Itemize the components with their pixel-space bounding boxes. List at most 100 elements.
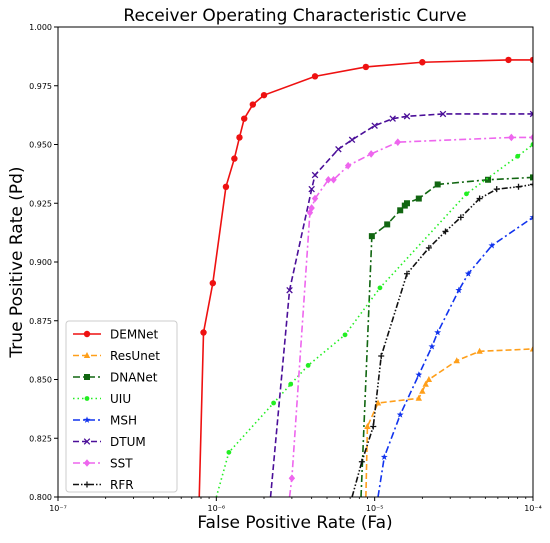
data-point-resunet — [476, 347, 483, 354]
data-point-msh — [428, 343, 436, 350]
data-point-msh — [529, 213, 533, 221]
data-point-demnet — [260, 91, 268, 99]
series-line-dnanet — [360, 176, 533, 497]
data-point-demnet — [419, 59, 426, 66]
data-point-rfr — [442, 228, 449, 235]
data-point-sst — [288, 474, 296, 482]
data-point-sst — [367, 150, 375, 158]
x-tick-label: 10⁻⁴ — [524, 504, 542, 513]
y-axis-title: True Positive Rate (Pd) — [7, 166, 27, 358]
series-layer — [198, 56, 533, 497]
data-point-dtum — [371, 122, 378, 129]
legend-item-resunet: ResUnet — [73, 349, 160, 363]
data-point-rfr — [403, 270, 410, 277]
data-point-uiu — [226, 449, 232, 455]
legend-marker-demnet — [83, 330, 91, 338]
data-point-resunet — [415, 394, 423, 401]
legend-item-sst: SST — [73, 457, 133, 471]
data-point-rfr — [493, 186, 500, 193]
data-point-demnet — [311, 73, 319, 80]
data-point-dnanet — [434, 181, 441, 188]
legend-marker-dnanet — [84, 374, 90, 380]
x-tick-label: 10⁻⁵ — [366, 504, 384, 513]
y-tick-label: 0.950 — [29, 141, 52, 150]
data-point-dnanet — [384, 221, 391, 228]
data-point-rfr — [370, 423, 377, 430]
legend-marker-resunet — [83, 352, 91, 358]
legend-label-uiu: UIU — [110, 392, 131, 406]
legend-label-resunet: ResUnet — [110, 349, 160, 363]
data-point-dtum — [308, 185, 315, 193]
legend-label-dtum: DTUM — [110, 435, 146, 449]
data-point-rfr — [457, 214, 464, 221]
data-point-demnet — [505, 56, 512, 64]
data-point-sst — [311, 194, 319, 203]
data-point-uiu — [530, 142, 533, 147]
data-point-sst — [330, 175, 337, 184]
y-tick-label: 0.850 — [29, 376, 52, 385]
data-point-msh — [434, 328, 442, 336]
legend-marker-msh — [83, 416, 91, 423]
data-point-dtum — [403, 113, 411, 120]
series-resunet — [364, 345, 533, 497]
data-point-rfr — [530, 181, 533, 188]
data-point-resunet — [529, 345, 533, 352]
data-point-dtum — [286, 286, 293, 294]
data-point-sst — [508, 133, 515, 142]
legend-label-msh: MSH — [110, 414, 137, 428]
series-dtum — [269, 110, 533, 497]
data-point-msh — [488, 241, 496, 249]
data-point-dtum — [348, 136, 356, 144]
data-point-demnet — [249, 101, 257, 108]
legend-label-demnet: DEMNet — [110, 328, 159, 342]
data-point-dtum — [389, 115, 396, 122]
data-point-resunet — [425, 376, 433, 382]
data-point-dnanet — [403, 200, 410, 207]
legend-item-dnanet: DNANet — [73, 371, 158, 385]
data-point-sst — [308, 204, 315, 212]
data-point-dnanet — [415, 195, 422, 202]
data-point-resunet — [374, 399, 382, 406]
data-point-sst — [394, 138, 402, 146]
data-point-demnet — [209, 279, 217, 287]
ticks-layer: 10⁻⁷ 10⁻⁶ 10⁻⁵ 10⁻⁴ 0.800 0.825 0.850 0.875 0.90… — [29, 23, 542, 513]
legend-item-uiu: UIU — [73, 392, 131, 406]
data-point-rfr — [515, 183, 522, 190]
data-point-uiu — [288, 381, 294, 387]
series-dnanet — [360, 174, 533, 497]
legend-label-sst: SST — [110, 457, 133, 471]
y-tick-label: 0.900 — [29, 258, 52, 267]
data-point-sst — [325, 175, 332, 184]
data-point-resunet — [422, 380, 429, 387]
data-point-dnanet — [397, 207, 404, 214]
data-point-uiu — [515, 153, 521, 159]
legend-label-rfr: RFR — [110, 478, 134, 492]
x-tick-label: 10⁻⁷ — [49, 504, 67, 513]
data-point-msh — [415, 371, 423, 378]
data-point-demnet — [241, 115, 248, 122]
y-tick-label: 0.925 — [29, 199, 52, 208]
series-line-dtum — [269, 113, 533, 497]
data-point-rfr — [425, 244, 432, 251]
data-point-msh — [396, 411, 404, 418]
series-line-msh — [377, 216, 533, 497]
data-point-demnet — [362, 63, 370, 71]
data-point-demnet — [529, 56, 533, 64]
data-point-uiu — [464, 191, 469, 197]
series-sst — [288, 133, 533, 497]
data-point-msh — [455, 286, 463, 294]
y-tick-label: 1.000 — [29, 23, 52, 32]
series-uiu — [215, 142, 533, 497]
legend: DEMNet ResUnet DNANet UIU MSH DTUM SST RFR — [65, 320, 178, 493]
series-msh — [377, 213, 533, 497]
legend-marker-dtum — [83, 438, 91, 445]
series-line-uiu — [215, 143, 533, 497]
data-point-uiu — [271, 400, 277, 406]
data-point-rfr — [378, 353, 385, 359]
legend-marker-rfr — [84, 481, 90, 488]
data-point-resunet — [453, 357, 460, 364]
legend-item-rfr: RFR — [73, 478, 134, 492]
series-rfr — [351, 181, 533, 497]
